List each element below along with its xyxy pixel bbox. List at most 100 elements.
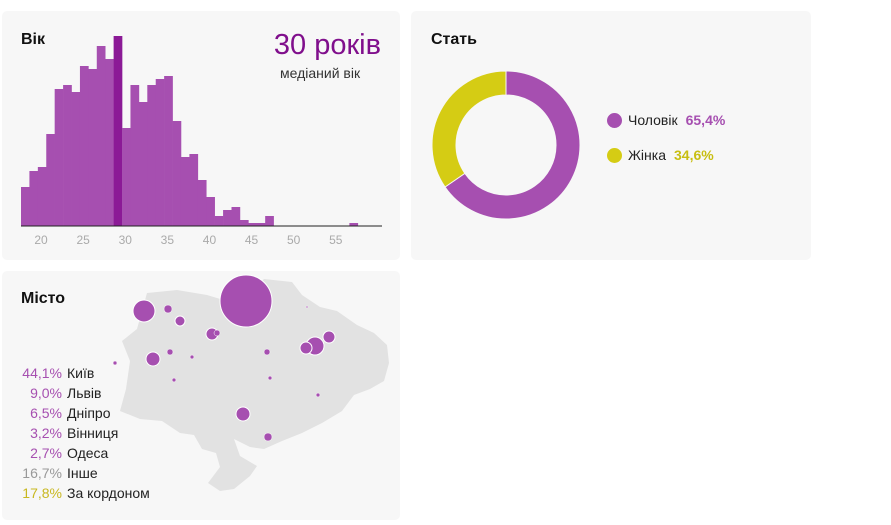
city-label: Одеса: [67, 445, 109, 461]
city-pct: 9,0%: [30, 385, 62, 401]
city-label: За кордоном: [67, 485, 150, 501]
city-pct: 6,5%: [30, 405, 62, 421]
x-axis-tick: 30: [119, 233, 133, 247]
city-bubbles: [112, 274, 336, 442]
histogram-bar: [214, 216, 224, 226]
city-row: 3,2% Вінниця: [20, 423, 150, 443]
city-row: 17,8% За кордоном: [20, 483, 150, 503]
histogram-bar: [248, 223, 258, 226]
city-bubble: [174, 315, 186, 327]
city-label: Київ: [67, 365, 95, 381]
female-color-dot-icon: [607, 147, 622, 163]
legend-female-pct: 34,6%: [674, 147, 714, 163]
histogram-bar: [172, 121, 182, 226]
legend-female: Жінка 34,6%: [607, 147, 714, 163]
ukraine-map: [112, 274, 389, 491]
legend-male-label: Чоловік: [628, 112, 678, 128]
histogram-bar: [63, 85, 72, 226]
city-row: 6,5% Дніпро: [20, 403, 150, 423]
x-axis-tick: 50: [287, 233, 301, 247]
city-pct: 17,8%: [22, 485, 62, 501]
histogram-bar: [37, 167, 47, 226]
city-label: Інше: [67, 465, 98, 481]
histogram-bar: [96, 46, 106, 226]
city-label: Вінниця: [67, 425, 119, 441]
city-label: Львів: [67, 385, 102, 401]
male-color-dot-icon: [607, 112, 622, 128]
city-bubble: [299, 341, 313, 355]
x-axis-tick: 25: [76, 233, 90, 247]
city-label: Дніпро: [67, 405, 111, 421]
city-bubble: [171, 377, 177, 383]
x-axis-tick: 45: [245, 233, 259, 247]
legend-male: Чоловік 65,4%: [607, 112, 725, 128]
city-bubble: [189, 354, 195, 360]
x-axis-tick: 55: [329, 233, 343, 247]
histogram-bar: [265, 216, 274, 226]
city-bubble: [219, 274, 273, 328]
histogram-bar: [105, 59, 114, 226]
city-bubble: [263, 432, 273, 442]
histogram-bar: [197, 180, 207, 226]
city-bubble: [315, 392, 321, 398]
city-pct: 3,2%: [30, 425, 62, 441]
city-bubble: [112, 360, 118, 366]
histogram-bar: [88, 69, 98, 226]
city-row: 44,1% Київ: [20, 363, 150, 383]
city-pct: 2,7%: [30, 445, 62, 461]
histogram-bar: [223, 210, 232, 226]
city-bubble: [305, 305, 309, 309]
city-bubble: [132, 299, 156, 323]
city-row: 9,0% Львів: [20, 383, 150, 403]
age-histogram: 20 25 30 35 40 45 50 55: [21, 36, 382, 247]
city-row: 16,7% Інше: [20, 463, 150, 483]
histogram-bar: [206, 197, 215, 226]
histogram-bar: [349, 223, 359, 226]
city-bubble: [235, 406, 251, 422]
histogram-bar: [239, 220, 249, 226]
city-list: 44,1% Київ 9,0% Львів 6,5% Дніпро 3,2% Вінниця 2…: [20, 363, 150, 503]
histogram-bar: [21, 187, 30, 226]
histogram-bar: [180, 157, 190, 226]
histogram-bar: [71, 92, 81, 226]
legend-male-pct: 65,4%: [685, 112, 726, 128]
median-age-value: 30 років: [273, 29, 381, 61]
sex-title: Стать: [431, 31, 477, 48]
histogram-bar: [29, 171, 39, 226]
ukraine-silhouette-icon: [120, 279, 389, 491]
city-pct: 44,1%: [22, 365, 62, 381]
city-bubble: [213, 329, 221, 337]
histogram-bar: [130, 85, 140, 226]
histogram-bar: [189, 154, 199, 226]
age-title: Вік: [21, 31, 46, 48]
city-panel: Місто 44,1% Київ 9,0% Львів 6,5% Дніпро 3,2% Ві…: [2, 271, 400, 520]
histogram-bar: [231, 207, 241, 226]
city-bubble: [166, 348, 174, 356]
histogram-bar: [54, 89, 64, 226]
x-axis-tick: 20: [34, 233, 48, 247]
histogram-bar: [138, 102, 148, 226]
sex-donut-chart: [431, 70, 581, 220]
histogram-bar: [113, 36, 123, 226]
city-bubble: [263, 348, 271, 356]
city-bubble: [145, 351, 161, 367]
sex-panel: Стать Чоловік 65,4% Жінка 34,6%: [411, 11, 811, 260]
histogram-bar: [46, 134, 55, 226]
donut-slice-female: [431, 70, 507, 188]
histogram-bar: [79, 66, 89, 226]
donut-slice-male: [444, 70, 581, 220]
city-title: Місто: [21, 290, 66, 307]
histogram-bar: [164, 76, 173, 226]
histogram-bar: [147, 85, 157, 226]
histogram-bar: [155, 79, 165, 226]
city-bubble: [322, 330, 336, 344]
x-axis-tick: 35: [161, 233, 175, 247]
histogram-bar: [122, 128, 131, 226]
city-bubble: [163, 304, 173, 314]
histogram-bar: [256, 223, 266, 226]
city-bubble: [267, 375, 273, 381]
legend-female-label: Жінка: [628, 147, 666, 163]
age-panel: Вік 30 років медіаний вік 20 25 30 35 40 45 50…: [2, 11, 400, 260]
city-row: 2,7% Одеса: [20, 443, 150, 463]
median-age-label: медіаний вік: [280, 65, 361, 81]
